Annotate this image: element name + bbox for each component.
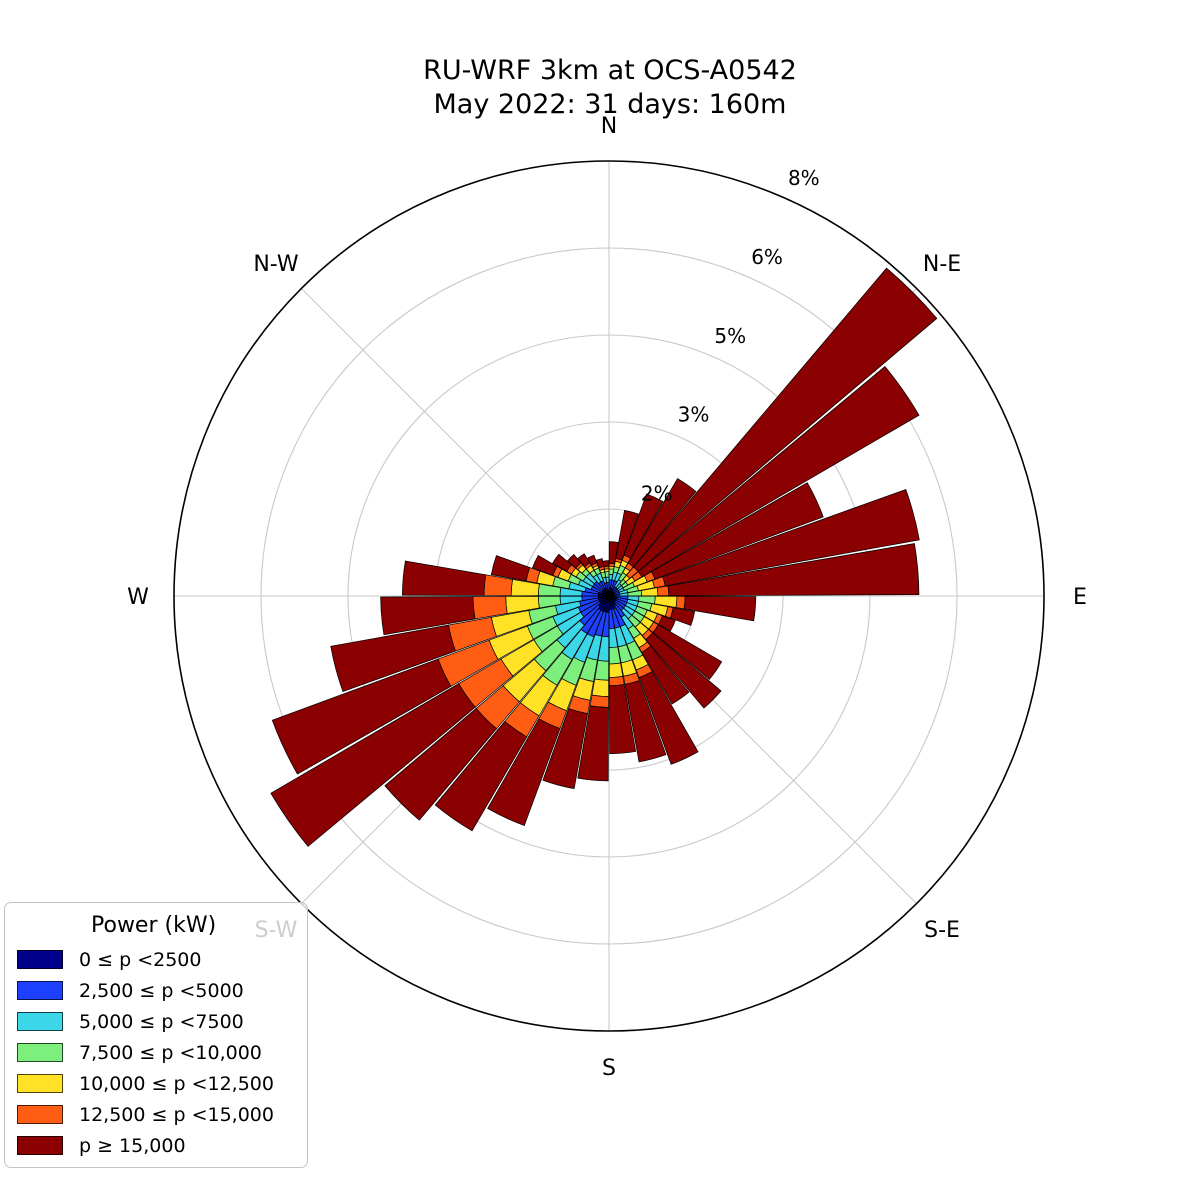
legend-swatch [17,950,63,969]
windrose-bar-segment [608,541,619,565]
windrose-bar-segment [602,560,610,567]
windrose-bar-segment [589,694,609,708]
windrose-bar-segment [271,658,452,775]
windrose-bar-segment [608,662,624,678]
legend-item: 2,500 ≤ p <5000 [5,975,307,1006]
windrose-bar-segment [434,720,528,832]
windrose-bar-segment [270,683,476,847]
windrose-bar-segment [675,595,686,610]
windrose-bar-segment [604,571,610,578]
compass-label: W [127,585,149,610]
compass-label: N-E [923,252,961,277]
compass-label: S-E [924,918,960,943]
windrose-bar-segment [577,705,609,782]
legend-swatch [17,1105,63,1124]
windrose-bar-segment [595,558,605,569]
legend-swatch [17,1012,63,1031]
windrose-bar-segment [591,678,609,697]
legend-items: 0 ≤ p <2500 2,500 ≤ p <5000 5,000 ≤ p <750… [5,944,307,1161]
windrose-bar-segment [658,615,676,632]
windrose-bar-segment [577,553,591,568]
legend-title: Power (kW) [91,913,217,938]
ring-label: 5% [714,324,746,348]
windrose-bar-segment [532,555,558,576]
legend-item: 0 ≤ p <2500 [5,944,307,975]
windrose-bar-segment [384,707,498,821]
windrose-bar-segment [623,493,664,559]
legend-item: 5,000 ≤ p <7500 [5,1006,307,1037]
windrose-bar-segment [487,718,561,827]
windrose-bar-segment [552,553,572,572]
legend-item: 12,500 ≤ p <15,000 [5,1099,307,1130]
legend-swatch [17,1136,63,1155]
grid-ring [521,508,697,684]
ring-label: 3% [678,403,710,427]
legend-item-label: 10,000 ≤ p <12,500 [79,1072,274,1095]
windrose-bar-segment [609,684,637,755]
grid-ring [347,334,871,858]
legend-item-label: 5,000 ≤ p <7500 [79,1010,244,1033]
windrose-bar-segment [638,671,699,765]
ring-label: 8% [788,166,820,190]
grid-ring [434,421,784,771]
windrose-bar-segment [542,708,589,790]
windrose-bar-segment [633,267,938,572]
polar-outline [173,160,1045,1032]
legend-item-label: 2,500 ≤ p <5000 [79,979,244,1002]
legend-item-label: 12,500 ≤ p <15,000 [79,1103,274,1126]
windrose-bar-segment [624,679,667,763]
windrose-bar-segment [637,366,920,578]
chart-title-line1: RU-WRF 3km at OCS-A0542 [423,55,797,86]
legend-swatch [17,1074,63,1093]
legend-item: 10,000 ≤ p <12,500 [5,1068,307,1099]
chart-title-line2: May 2022: 31 days: 160m [433,89,787,120]
windrose-bar-segment [627,478,697,568]
windrose-bar-segment [567,554,582,569]
windrose-bar-segment [330,624,456,692]
legend-item-label: 7,500 ≤ p <10,000 [79,1041,262,1064]
windrose-bar-segment [605,576,610,584]
ring-label: 6% [751,245,783,269]
radial-gridline [301,288,610,597]
windrose-bar-segment [651,482,824,580]
windrose-bar-segment [609,675,625,687]
compass-label: N [601,114,617,139]
windrose-bar-segment [667,543,920,597]
windrose-bar-segment [683,595,757,622]
windrose-bar-segment [669,607,696,626]
legend: Power (kW) 0 ≤ p <2500 2,500 ≤ p <5000 5,0… [4,902,308,1168]
compass-label: S [602,1056,616,1081]
legend-item-label: 0 ≤ p <2500 [79,948,202,971]
windrose-bar-segment [615,509,639,561]
chart-title: RU-WRF 3km at OCS-A0542 May 2022: 31 day… [10,54,1200,122]
windrose-bar-segment [586,554,598,566]
legend-item: p ≥ 15,000 [5,1130,307,1161]
windrose-bar-segment [641,645,690,705]
legend-item: 7,500 ≤ p <10,000 [5,1037,307,1068]
windrose-bar-segment [380,596,476,636]
legend-swatch [17,1043,63,1062]
legend-swatch [17,981,63,1000]
windrose-bar-segment [402,560,487,596]
legend-item-label: p ≥ 15,000 [79,1134,186,1157]
compass-label: N-W [253,252,299,277]
windrose-bar-segment [490,555,531,582]
compass-label: E [1073,585,1087,610]
windrose-bar-segment [656,585,670,597]
grid-ring [260,247,958,945]
ring-label: 2% [641,482,673,506]
windrose-bar-segment [662,488,920,587]
windrose-bar-segment [645,632,722,709]
windrose-bar-segment [652,624,723,680]
